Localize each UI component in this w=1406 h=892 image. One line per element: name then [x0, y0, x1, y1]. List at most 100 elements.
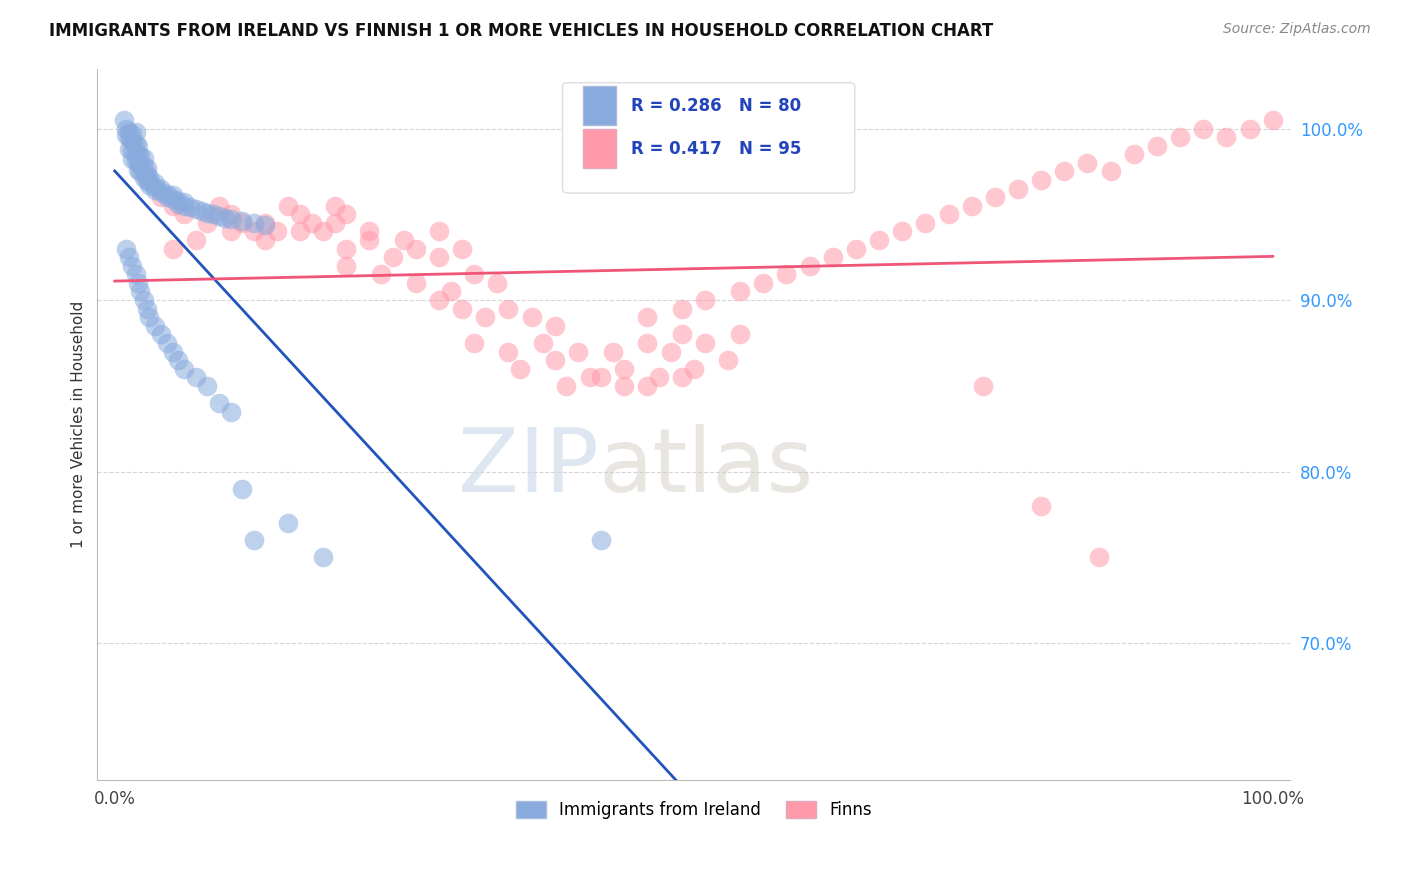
Point	[891, 224, 914, 238]
Point	[167, 197, 190, 211]
Legend: Immigrants from Ireland, Finns: Immigrants from Ireland, Finns	[509, 794, 879, 825]
Point	[121, 144, 143, 158]
Point	[1168, 130, 1191, 145]
Point	[567, 344, 589, 359]
Point	[335, 259, 357, 273]
Point	[555, 379, 578, 393]
Point	[122, 135, 145, 149]
Point	[636, 310, 658, 325]
Point	[173, 199, 195, 213]
Point	[219, 212, 242, 227]
Point	[195, 379, 218, 393]
Point	[231, 482, 253, 496]
Point	[124, 125, 146, 139]
Point	[129, 149, 152, 163]
Point	[195, 205, 218, 219]
Point	[162, 344, 184, 359]
Point	[132, 171, 155, 186]
Point	[636, 335, 658, 350]
Point	[1215, 130, 1237, 145]
Point	[195, 216, 218, 230]
Point	[1076, 156, 1098, 170]
Point	[394, 233, 416, 247]
Text: ZIP: ZIP	[457, 424, 599, 510]
Point	[671, 301, 693, 316]
Point	[636, 379, 658, 393]
Point	[143, 177, 166, 191]
Point	[129, 157, 152, 171]
Point	[427, 224, 450, 238]
Point	[117, 250, 139, 264]
Point	[136, 168, 159, 182]
Point	[312, 550, 335, 565]
Point	[717, 353, 740, 368]
Point	[427, 293, 450, 307]
Point	[728, 327, 751, 342]
Point	[127, 156, 149, 170]
Point	[648, 370, 671, 384]
Point	[173, 207, 195, 221]
Point	[231, 216, 253, 230]
Point	[231, 214, 253, 228]
Point	[156, 190, 179, 204]
Point	[124, 268, 146, 282]
Point	[277, 199, 299, 213]
Point	[162, 192, 184, 206]
Point	[214, 211, 236, 225]
Point	[752, 276, 775, 290]
Point	[335, 207, 357, 221]
Point	[359, 233, 381, 247]
Point	[845, 242, 868, 256]
Point	[613, 361, 636, 376]
Point	[219, 224, 242, 238]
Point	[156, 186, 179, 201]
Point	[184, 202, 207, 216]
Point	[821, 250, 844, 264]
Point	[509, 361, 531, 376]
Point	[115, 128, 138, 143]
Point	[613, 379, 636, 393]
Point	[132, 166, 155, 180]
Point	[219, 207, 242, 221]
Point	[127, 162, 149, 177]
Point	[129, 285, 152, 299]
Point	[682, 361, 704, 376]
Point	[162, 242, 184, 256]
Point	[208, 209, 231, 223]
Point	[1053, 164, 1076, 178]
Point	[138, 178, 160, 193]
Point	[972, 379, 994, 393]
Point	[138, 310, 160, 325]
Text: Source: ZipAtlas.com: Source: ZipAtlas.com	[1223, 22, 1371, 37]
Point	[1146, 138, 1168, 153]
Point	[335, 242, 357, 256]
Point	[544, 353, 567, 368]
Point	[671, 370, 693, 384]
Point	[132, 159, 155, 173]
Text: R = 0.417   N = 95: R = 0.417 N = 95	[630, 140, 801, 158]
Point	[498, 301, 520, 316]
Point	[1192, 121, 1215, 136]
Point	[173, 195, 195, 210]
Point	[121, 259, 143, 273]
Point	[143, 318, 166, 333]
Point	[728, 285, 751, 299]
Point	[370, 268, 392, 282]
Point	[143, 183, 166, 197]
Point	[173, 361, 195, 376]
Point	[427, 250, 450, 264]
Point	[1099, 164, 1122, 178]
Point	[405, 242, 427, 256]
Point	[578, 370, 600, 384]
Point	[301, 216, 323, 230]
FancyBboxPatch shape	[583, 87, 616, 126]
Point	[138, 169, 160, 184]
Point	[115, 242, 138, 256]
Point	[150, 185, 173, 199]
Point	[485, 276, 508, 290]
Point	[127, 147, 149, 161]
Point	[463, 268, 485, 282]
Point	[914, 216, 936, 230]
Point	[219, 404, 242, 418]
Point	[124, 145, 146, 160]
